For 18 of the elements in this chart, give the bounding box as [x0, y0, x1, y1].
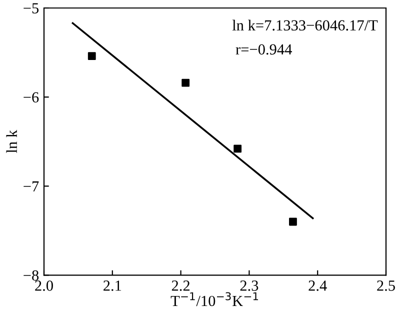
x-tick-label: 2.1 — [104, 280, 122, 291]
y-tick-label: −8 — [24, 270, 39, 281]
annotation: r=−0.944 — [236, 44, 292, 55]
point — [289, 218, 297, 226]
y-axis-title: ln k — [6, 130, 17, 153]
x-axis-title: T$^{−1}$/10$^{−3}$K$^{−1}$ — [170, 292, 258, 306]
point — [234, 144, 242, 153]
y-tick-label: −7 — [24, 181, 39, 192]
x-tick-label: 2.4 — [308, 280, 327, 291]
x-tick-label: 2.5 — [377, 280, 395, 291]
x-tick-label: 2.0 — [35, 280, 53, 291]
x-tick-label: 2.2 — [172, 280, 190, 291]
y-tick-label: −5 — [24, 3, 39, 14]
y-tick-label: −6 — [24, 92, 39, 103]
point — [88, 52, 96, 60]
annotation: ln k=7.1333−6046.17/T — [232, 20, 378, 31]
x-tick-label: 2.3 — [240, 280, 258, 291]
point — [182, 78, 190, 87]
